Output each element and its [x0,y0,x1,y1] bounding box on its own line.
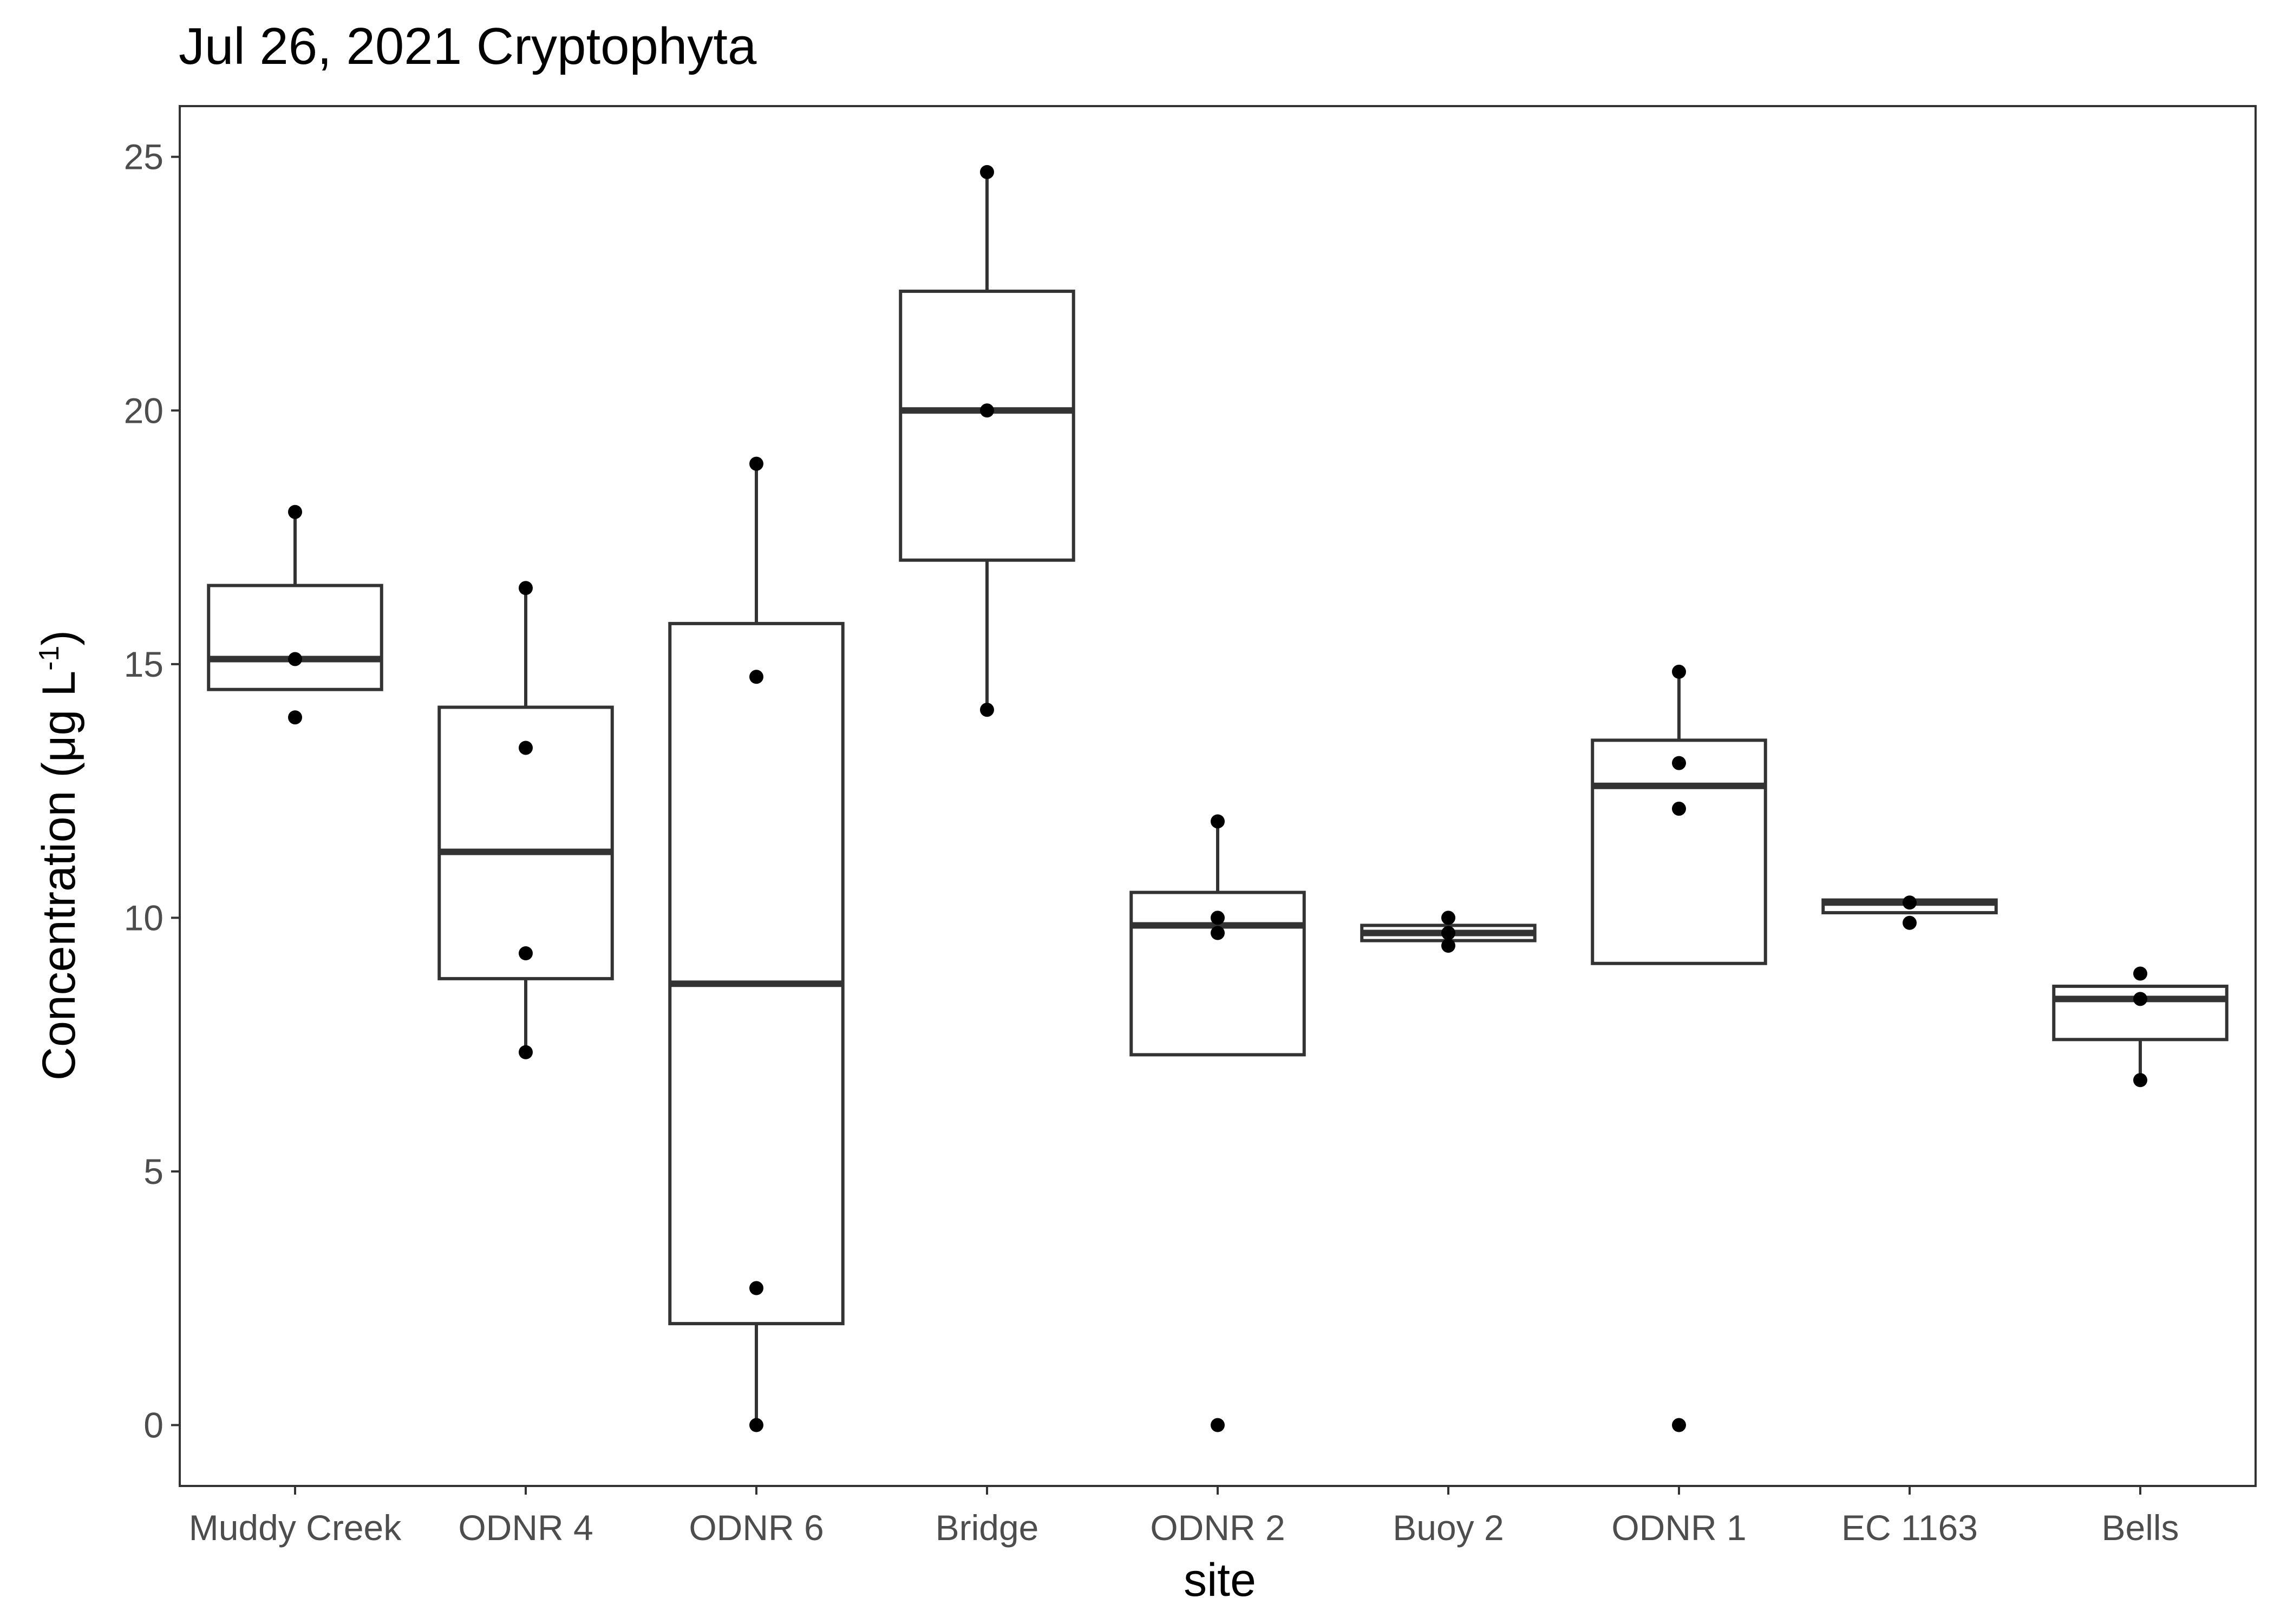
data-point-odnr-4 [519,946,533,961]
box-iqr [899,290,1075,562]
y-tick-label: 5 [143,1151,164,1191]
y-tick-label: 15 [124,644,164,684]
data-point-odnr-4 [519,741,533,755]
data-point-odnr-4 [519,1045,533,1059]
x-axis-title: site [1184,1554,1256,1606]
box-iqr [1591,738,1767,965]
data-point-odnr-1 [1672,801,1686,816]
data-point-odnr-6 [749,1418,763,1432]
y-tick-label: 0 [143,1405,164,1445]
data-point-bells [2133,1073,2147,1088]
y-tick-label: 10 [124,898,164,938]
data-point-odnr-1 [1672,1418,1686,1432]
x-tick-label: ODNR 4 [458,1508,593,1548]
x-axis: Muddy Creek ODNR 4 ODNR 6 Bridge ODNR 2 Buoy … [189,1486,2179,1548]
data-point-bridge [980,165,994,179]
x-tick-label: ODNR 1 [1611,1508,1746,1548]
data-point-muddy-creek [288,652,302,666]
x-tick-label: ODNR 6 [689,1508,824,1548]
y-tick-label: 25 [124,137,164,177]
y-axis-title-suffix: ) [33,630,85,646]
data-point-odnr-1 [1672,756,1686,770]
box-iqr [207,584,383,691]
data-point-odnr-6 [749,456,763,471]
data-point-muddy-creek [288,505,302,519]
y-tick-label: 20 [124,390,164,430]
x-tick-label: EC 1163 [1841,1508,1978,1548]
data-point-buoy-2 [1441,911,1455,925]
box-odnr-1 [1591,671,1767,965]
y-axis-title-superscript: -1 [34,646,65,671]
y-axis-title: Concentration (μg L-1) [33,630,85,1081]
x-tick-label: ODNR 2 [1150,1508,1285,1548]
x-tick-label: Buoy 2 [1393,1508,1504,1548]
x-tick-label: Bells [2101,1508,2179,1548]
data-point-odnr-2 [1211,926,1225,940]
data-point-buoy-2 [1441,926,1455,940]
data-point-muddy-creek [288,710,302,725]
box-iqr [668,621,845,1326]
box-odnr-6 [668,463,845,1425]
x-tick-label: Muddy Creek [189,1508,402,1548]
y-axis: 0 5 10 15 20 25 [124,137,180,1445]
data-point-bells [2133,992,2147,1006]
data-point-odnr-4 [519,581,533,595]
data-point-odnr-1 [1672,664,1686,679]
data-point-odnr-2 [1211,911,1225,925]
box-bridge [899,172,1075,710]
data-point-ec-1163 [1903,915,1917,930]
plot-area [179,105,2257,1487]
y-axis-title-text: Concentration (μg L [33,671,85,1081]
chart-title: Jul 26, 2021 Cryptophyta [179,17,757,75]
x-tick-label: Bridge [936,1508,1039,1548]
data-point-bells [2133,966,2147,981]
data-point-odnr-6 [749,1281,763,1295]
data-point-odnr-2 [1211,814,1225,829]
data-point-bridge [980,403,994,418]
data-point-bridge [980,703,994,717]
data-point-odnr-6 [749,670,763,684]
data-point-ec-1163 [1903,895,1917,910]
data-point-odnr-2 [1211,1418,1225,1432]
data-point-buoy-2 [1441,938,1455,953]
